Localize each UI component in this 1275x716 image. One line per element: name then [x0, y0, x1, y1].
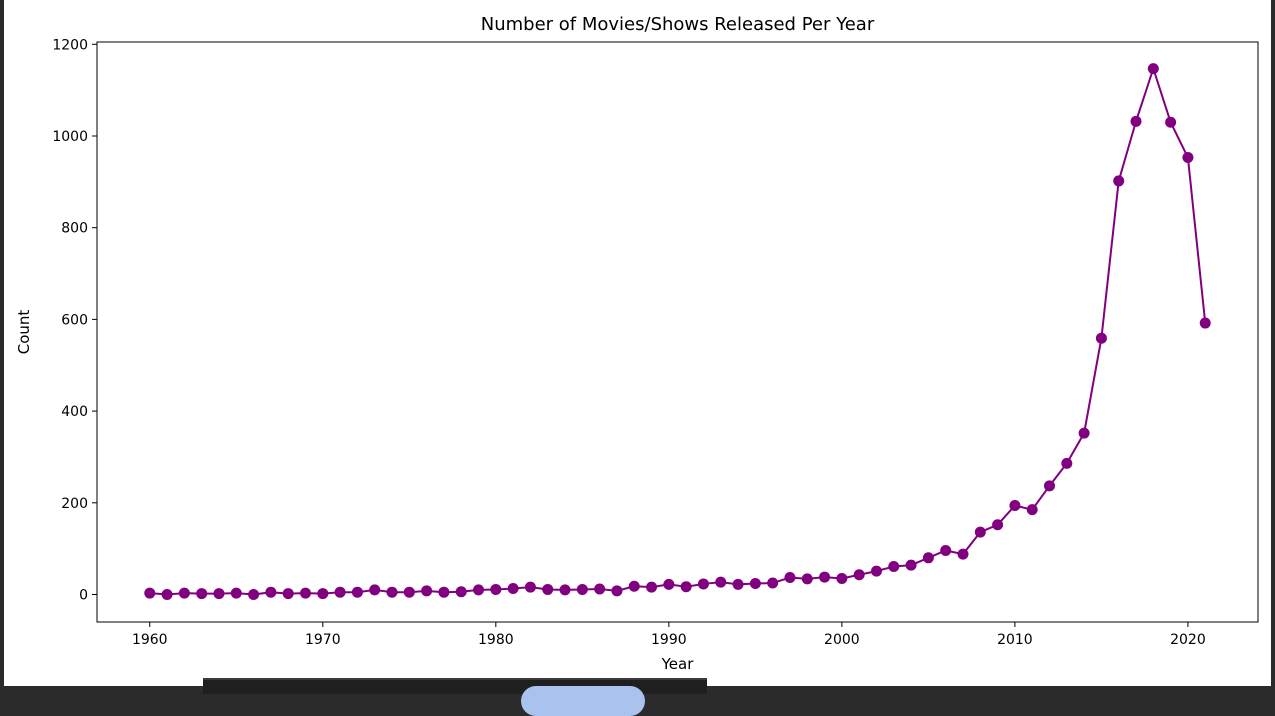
data-point: [767, 577, 779, 589]
data-point: [144, 587, 156, 599]
data-point: [663, 578, 675, 590]
data-point: [473, 584, 485, 596]
data-point: [697, 578, 709, 590]
data-point: [386, 586, 398, 598]
data-point: [455, 586, 467, 598]
x-axis-title: Year: [661, 655, 695, 673]
data-point: [213, 588, 225, 600]
y-tick-label: 0: [79, 587, 88, 603]
data-point: [974, 526, 986, 538]
data-point: [542, 583, 554, 595]
data-point: [299, 587, 311, 599]
data-point: [196, 588, 208, 600]
x-tick-label: 1960: [132, 632, 168, 648]
data-point: [282, 588, 294, 600]
x-tick-label: 2010: [997, 632, 1033, 648]
data-point: [1113, 175, 1125, 187]
x-tick-label: 2000: [824, 632, 860, 648]
data-point: [1130, 115, 1142, 127]
data-point: [421, 585, 433, 597]
data-point: [992, 519, 1004, 531]
data-point: [403, 586, 415, 598]
data-point: [1147, 63, 1159, 75]
data-point: [594, 583, 606, 595]
data-point: [161, 588, 173, 600]
data-point: [576, 583, 588, 595]
data-point: [230, 587, 242, 599]
data-point: [957, 548, 969, 560]
data-point: [438, 586, 450, 598]
data-point: [611, 585, 623, 597]
data-point: [1026, 504, 1038, 516]
x-tick-label: 1990: [651, 632, 687, 648]
data-point: [870, 565, 882, 577]
data-point: [680, 581, 692, 593]
data-point: [265, 586, 277, 598]
data-point: [248, 588, 260, 600]
data-point: [369, 584, 381, 596]
data-point: [1044, 480, 1056, 492]
data-point: [1199, 317, 1211, 329]
y-tick-label: 1000: [52, 129, 88, 145]
x-tick-label: 2020: [1170, 632, 1206, 648]
data-point: [819, 571, 831, 583]
y-axis-ticks: 0 200 400 600 800 1000 1200: [52, 37, 97, 603]
data-point: [1061, 457, 1073, 469]
series-layer: [144, 63, 1211, 600]
x-axis-ticks: 1960 1970 1980 1990 2000 2010 2020: [132, 622, 1206, 648]
data-point: [1182, 152, 1194, 164]
y-tick-label: 1200: [52, 37, 88, 53]
y-axis-title: Count: [15, 310, 33, 355]
chart-title: Number of Movies/Shows Released Per Year: [481, 14, 875, 35]
data-point: [334, 586, 346, 598]
data-point: [715, 576, 727, 588]
data-point: [490, 583, 502, 595]
data-point: [524, 581, 536, 593]
data-point: [317, 588, 329, 600]
y-tick-label: 400: [61, 404, 88, 420]
plot-frame: [96, 41, 1259, 623]
data-point: [559, 584, 571, 596]
data-point: [732, 578, 744, 590]
data-point: [836, 572, 848, 584]
data-point: [888, 561, 900, 573]
data-point: [646, 581, 658, 593]
data-point: [853, 569, 865, 581]
x-tick-label: 1980: [478, 632, 514, 648]
data-point: [351, 586, 363, 598]
data-point: [1009, 500, 1021, 512]
series-line: [149, 65, 1207, 596]
data-point: [784, 572, 796, 584]
y-tick-label: 200: [61, 496, 88, 512]
data-point: [922, 552, 934, 564]
data-point: [801, 573, 813, 585]
y-tick-label: 800: [61, 221, 88, 237]
data-point: [1165, 116, 1177, 128]
data-point: [940, 544, 952, 556]
data-point: [1078, 427, 1090, 439]
data-point: [905, 559, 917, 571]
data-point: [628, 580, 640, 592]
line-chart: Number of Movies/Shows Released Per Year…: [15, 14, 1259, 673]
data-point: [178, 587, 190, 599]
chart-figure: Number of Movies/Shows Released Per Year…: [4, 0, 1271, 686]
data-point: [749, 577, 761, 589]
data-point: [507, 583, 519, 595]
y-tick-label: 600: [61, 312, 88, 328]
bottom-pill-button[interactable]: [521, 686, 645, 716]
x-tick-label: 1970: [305, 632, 341, 648]
data-point: [1095, 332, 1107, 344]
